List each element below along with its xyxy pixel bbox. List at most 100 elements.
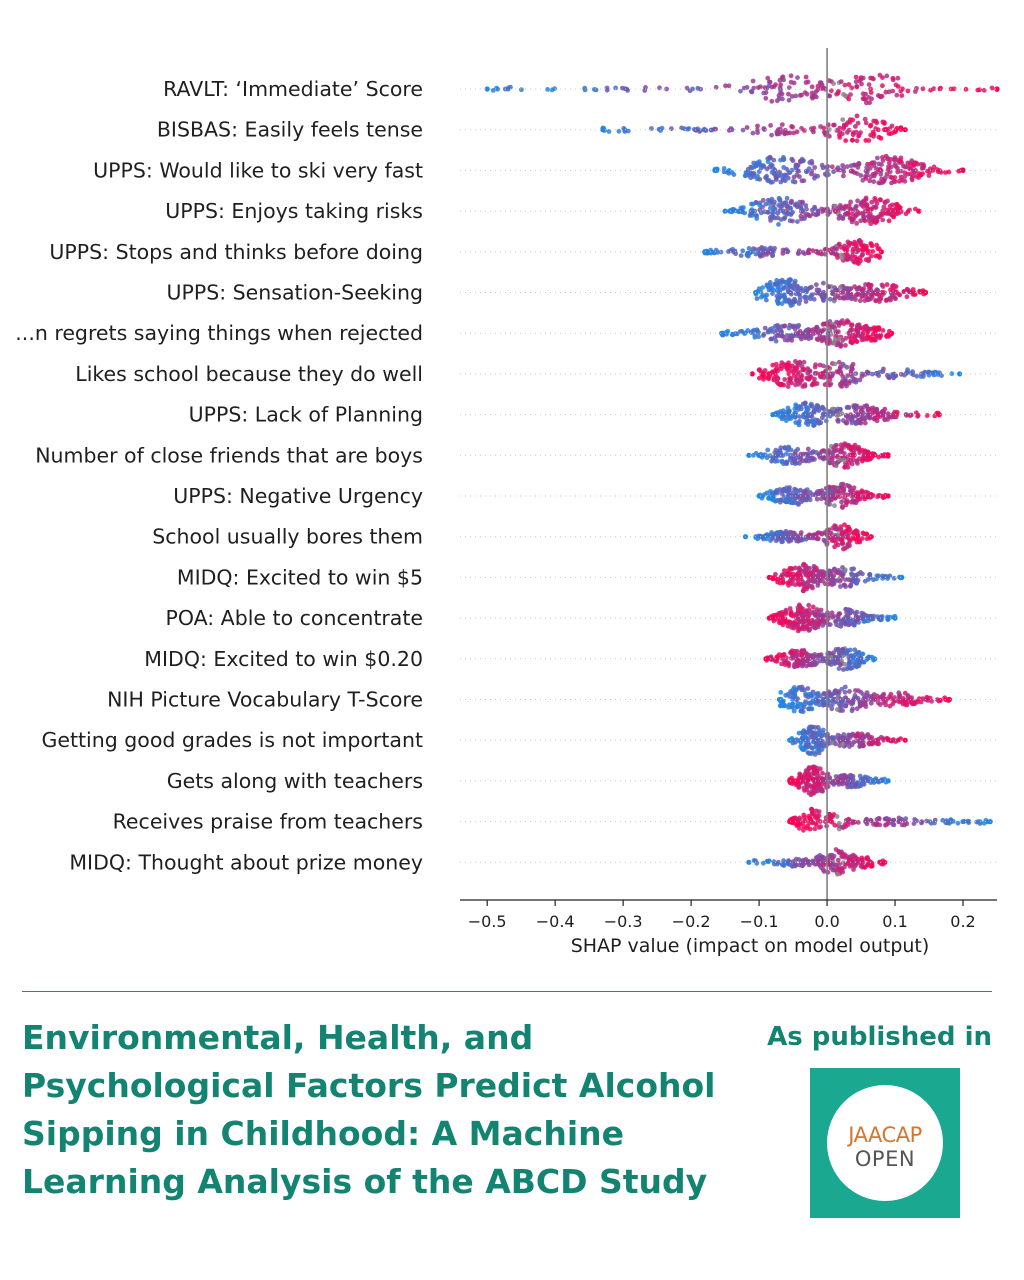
shap-point: [784, 659, 789, 665]
shap-point: [796, 570, 802, 576]
dots-layer: [484, 72, 1000, 877]
shap-point: [796, 538, 801, 544]
shap-point: [849, 322, 855, 328]
shap-point: [871, 204, 877, 210]
shap-point: [777, 382, 783, 388]
shap-point: [777, 610, 783, 616]
shap-point: [955, 820, 961, 826]
shap-point: [760, 333, 766, 338]
shap-point: [835, 255, 840, 260]
shap-point: [839, 499, 844, 505]
shap-point: [876, 180, 882, 186]
shap-point: [814, 749, 820, 754]
shap-point: [770, 326, 775, 331]
shap-point: [805, 446, 811, 452]
shap-point: [801, 785, 807, 791]
shap-point: [870, 249, 876, 254]
shap-point: [778, 328, 784, 333]
shap-point: [790, 566, 795, 572]
shap-point: [853, 124, 858, 129]
x-tick-label: −0.4: [536, 912, 575, 931]
shap-point-extreme: [787, 819, 793, 825]
shap-point: [766, 177, 772, 183]
shap-point: [841, 122, 847, 128]
shap-point: [857, 701, 863, 707]
shap-point: [865, 856, 870, 862]
shap-point: [842, 441, 848, 446]
shap-point: [821, 869, 827, 874]
shap-point: [849, 417, 855, 423]
shap-point: [764, 858, 770, 864]
feature-label: UPPS: Sensation-Seeking: [166, 281, 423, 305]
shap-point: [818, 618, 824, 624]
shap-point: [856, 663, 862, 669]
shap-point: [850, 777, 856, 783]
shap-point: [873, 198, 878, 203]
shap-point: [903, 412, 909, 417]
shap-point: [933, 370, 939, 375]
shap-point: [781, 293, 787, 299]
shap-point: [895, 75, 901, 81]
shap-point: [834, 442, 839, 448]
shap-point: [875, 741, 880, 747]
shap-point: [931, 86, 937, 92]
shap-point: [801, 582, 807, 587]
shap-point: [965, 818, 971, 824]
shap-point: [783, 451, 789, 457]
shap-point: [842, 464, 847, 470]
shap-point: [726, 83, 732, 89]
shap-point: [836, 648, 842, 653]
feature-label: RAVLT: ‘Immediate’ Score: [163, 77, 423, 101]
shap-point: [866, 258, 871, 264]
article-title[interactable]: Environmental, Health, and Psychological…: [22, 1018, 716, 1201]
shap-point: [866, 457, 872, 462]
shap-point: [832, 361, 838, 367]
shap-point: [852, 214, 858, 219]
shap-point: [785, 860, 791, 866]
shap-point: [787, 606, 793, 611]
shap-point: [855, 198, 860, 204]
shap-point: [767, 79, 773, 85]
shap-point: [767, 164, 773, 170]
shap-point: [917, 288, 922, 294]
shap-point: [905, 160, 911, 166]
shap-point: [809, 807, 815, 813]
shap-point: [839, 773, 845, 779]
shap-point: [622, 129, 628, 134]
shap-point: [806, 706, 812, 711]
shap-point: [768, 218, 773, 223]
journal-logo[interactable]: JAACAP OPEN: [810, 1068, 960, 1218]
shap-point: [835, 90, 841, 96]
shap-point: [926, 173, 932, 179]
shap-point: [788, 500, 793, 505]
shap-point: [895, 84, 901, 89]
shap-point: [861, 213, 866, 219]
shap-point: [842, 376, 848, 382]
feature-label: MIDQ: Excited to win $0.20: [144, 647, 423, 671]
shap-point: [835, 570, 840, 576]
shap-point: [794, 779, 800, 784]
shap-point: [796, 301, 802, 306]
shap-point-extreme: [946, 696, 953, 703]
shap-point: [804, 571, 810, 577]
shap-point: [779, 91, 785, 97]
shap-point: [843, 381, 848, 387]
shap-point: [763, 201, 769, 207]
shap-point: [835, 293, 841, 299]
shap-point: [771, 209, 777, 215]
shap-point: [812, 173, 818, 179]
shap-point: [806, 247, 812, 253]
shap-point: [862, 218, 868, 224]
published-label: As published in: [767, 1022, 992, 1052]
shap-point: [785, 249, 790, 255]
shap-point: [804, 413, 810, 418]
shap-point: [783, 692, 788, 698]
shap-point: [760, 163, 766, 168]
shap-point: [853, 338, 859, 344]
shap-point: [890, 75, 896, 81]
shap-point: [815, 691, 821, 696]
shap-point: [849, 461, 855, 467]
shap-point: [777, 198, 783, 203]
shap-point: [803, 693, 809, 699]
shap-point: [802, 251, 808, 256]
